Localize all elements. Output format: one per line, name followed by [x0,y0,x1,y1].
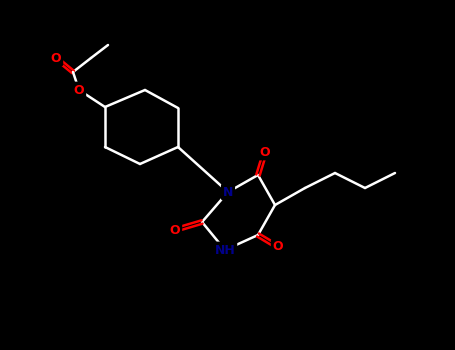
Text: O: O [74,84,84,97]
Text: N: N [223,186,233,198]
Text: O: O [51,51,61,64]
Text: NH: NH [215,244,235,257]
Text: O: O [170,224,180,237]
Text: O: O [273,240,283,253]
Text: O: O [260,146,270,159]
